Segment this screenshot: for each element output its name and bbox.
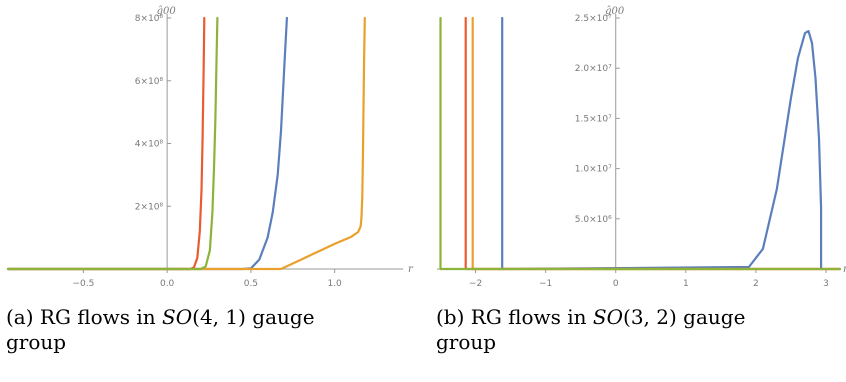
x-tick-label: −0.5 — [72, 279, 94, 289]
caption-b-text: (b) RG flows in — [436, 305, 593, 329]
caption-a-math: SO — [162, 305, 193, 329]
x-tick-label: 3 — [823, 279, 829, 289]
y-tick-label: 2.0×10⁷ — [575, 64, 612, 74]
caption-b-suffix: gauge — [676, 305, 746, 329]
y-tick-label: 2.5×10⁷ — [575, 14, 612, 24]
caption-b-math: SO — [592, 305, 624, 329]
y-axis-label: ĝ00 — [157, 6, 177, 17]
x-tick-label: −1 — [539, 279, 552, 289]
caption-a-line2: group — [6, 330, 67, 354]
y-axis-label: ĝ00 — [605, 6, 625, 17]
x-tick-label: 0 — [613, 279, 619, 289]
x-tick-label: 0.0 — [160, 279, 175, 289]
caption-a-suffix: gauge — [245, 305, 315, 329]
x-tick-label: 1.0 — [327, 279, 342, 289]
chart-panel-b: −2 −1 0 1 2 3 5.0×10⁶ 1.0×10⁷ 1.5×10⁷ 2.0×10⁷ 2.5×… — [437, 6, 846, 289]
x-axis-label: r — [843, 264, 846, 275]
caption-b-line2: group — [436, 330, 497, 354]
x-tick-label: 2 — [753, 279, 759, 289]
caption-b: (b) RG flows in SO(3, 2) gauge group — [436, 305, 745, 355]
caption-a-text: (a) RG flows in — [6, 305, 163, 329]
x-axis-label: r — [408, 264, 414, 275]
y-tick-label: 2×10⁸ — [135, 202, 164, 212]
y-tick-label: 1.0×10⁷ — [575, 165, 612, 175]
y-tick-label: 5.0×10⁶ — [575, 215, 612, 225]
caption-a-args: (4, 1) — [192, 305, 246, 329]
series-line-3 — [6, 16, 206, 271]
x-tick-label: 0.5 — [244, 279, 258, 289]
y-tick-label: 8×10⁸ — [135, 14, 164, 24]
x-tick-label: 1 — [683, 279, 689, 289]
series-line-1 — [501, 16, 823, 271]
y-tick-label: 6×10⁸ — [135, 77, 164, 87]
series-line-2 — [6, 16, 366, 271]
x-tick-label: −2 — [469, 279, 482, 289]
series-line-4 — [439, 16, 842, 271]
y-tick-label: 1.5×10⁷ — [575, 114, 612, 124]
series-line-4 — [6, 16, 219, 271]
caption-b-args: (3, 2) — [623, 305, 677, 329]
caption-a: (a) RG flows in SO(4, 1) gauge group — [6, 305, 315, 355]
y-tick-label: 4×10⁸ — [135, 140, 164, 150]
